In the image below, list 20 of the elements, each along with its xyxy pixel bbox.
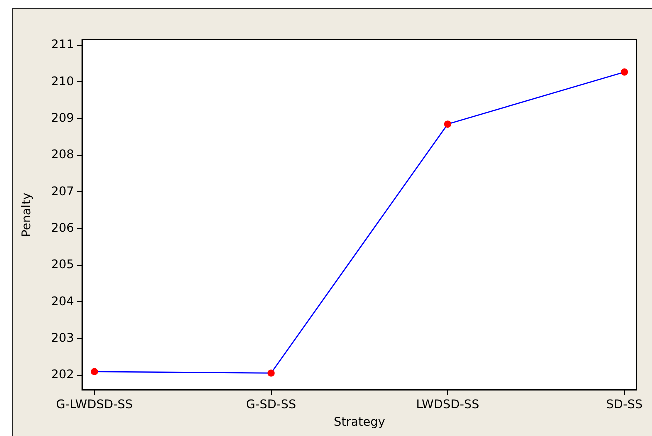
x-axis-title: Strategy	[334, 414, 386, 429]
y-tick-label: 203	[51, 330, 74, 345]
y-tick-label: 208	[51, 148, 74, 162]
x-tick-label: G-LWDSD-SS	[56, 398, 134, 412]
y-tick-label: 211	[51, 38, 74, 52]
point	[621, 68, 628, 76]
point	[444, 120, 452, 128]
y-tick-label: 204	[51, 294, 74, 308]
y-tick-label: 205	[51, 258, 74, 272]
point	[268, 370, 275, 377]
y-tick-label: 202	[51, 368, 74, 382]
y-tick-label: 210	[51, 74, 74, 88]
y-tick-label: 209	[51, 110, 74, 125]
y-tick-label: 206	[51, 220, 74, 235]
x-tick-label: LWDSD-SS	[416, 398, 480, 412]
x-tick-label: SD-SS	[606, 398, 643, 412]
y-tick-label: 207	[51, 184, 74, 198]
x-tick-label: G-SD-SS	[246, 398, 296, 412]
point	[91, 368, 98, 376]
y-axis-title: Penalty	[19, 192, 34, 238]
